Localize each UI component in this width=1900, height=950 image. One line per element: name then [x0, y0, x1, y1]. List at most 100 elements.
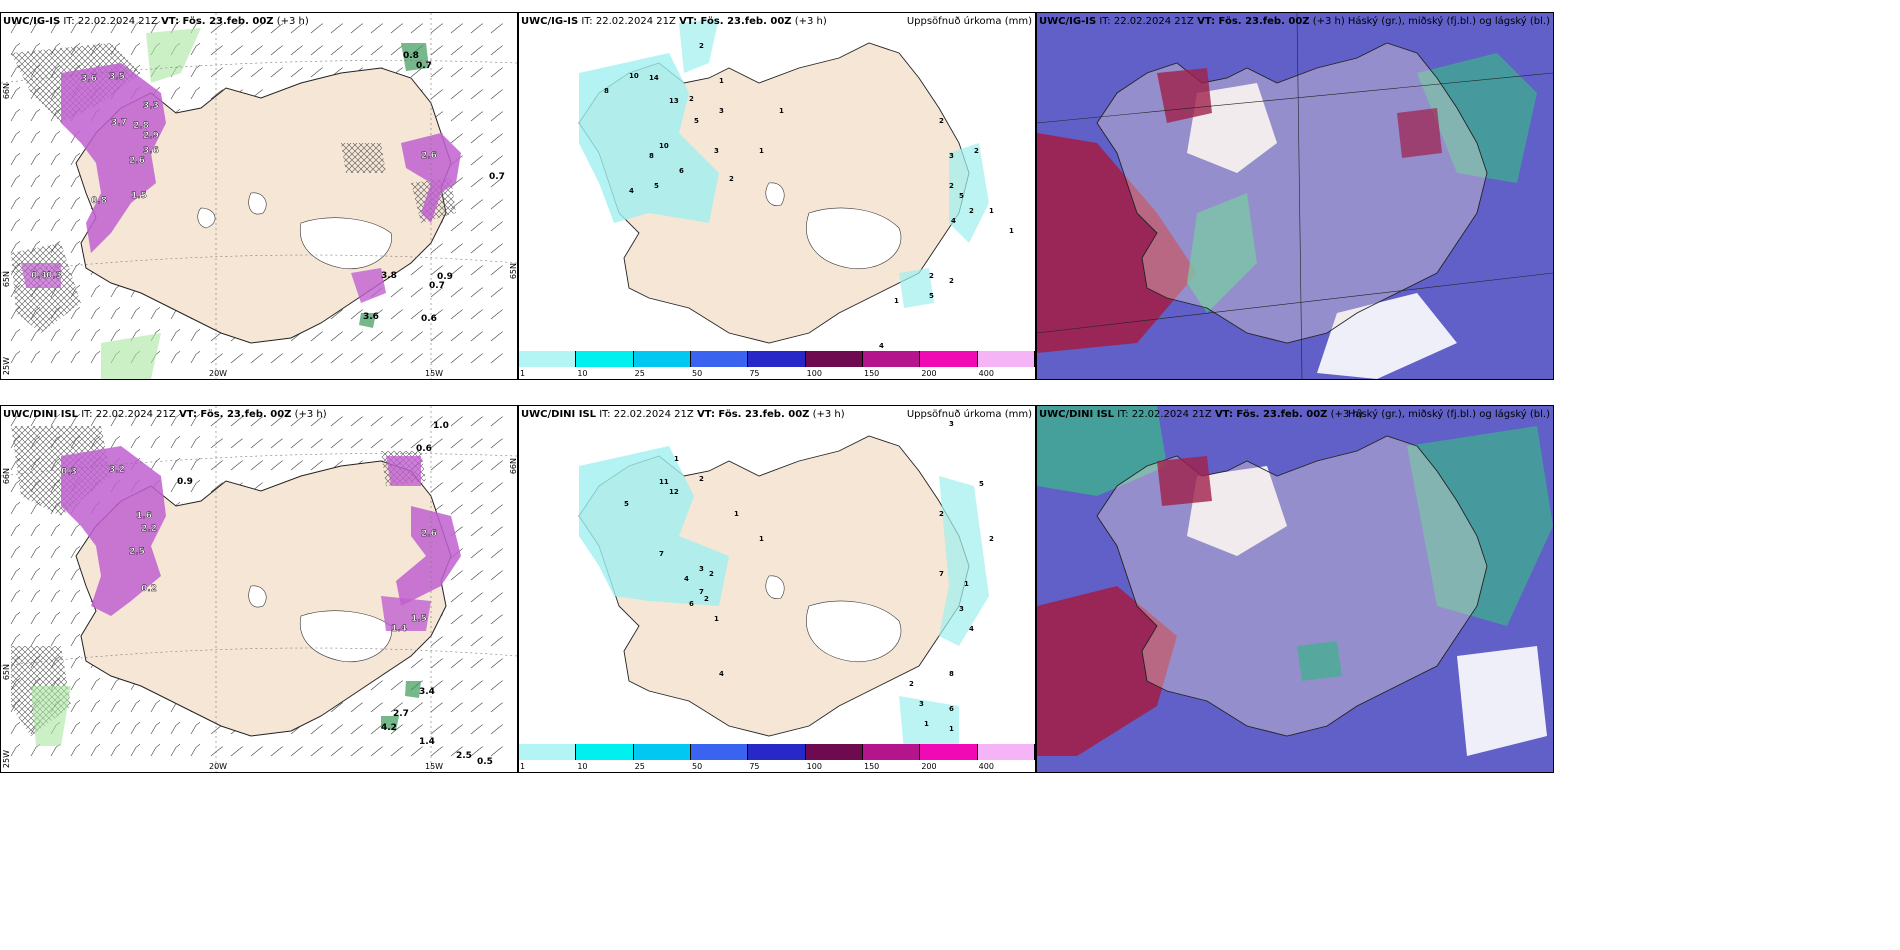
panel-subtitle: Uppsöfnuð úrkoma (mm): [906, 409, 1032, 420]
value-label: 2.2: [141, 524, 157, 534]
panel-title: UWC/IG-IS IT: 22.02.2024 21Z VT: Fös. 23…: [3, 16, 309, 27]
value-label: 3.8: [381, 271, 397, 281]
precip-value-label: 3: [719, 107, 724, 115]
colorbar-tick: 400: [978, 762, 994, 771]
panel-title: UWC/DINI ISL IT: 22.02.2024 21Z VT: Fös.…: [521, 409, 845, 420]
value-label: 2.6: [129, 156, 145, 166]
precip-value-label: 1: [924, 720, 929, 728]
value-label: 0.8: [91, 196, 107, 206]
colorbar-tick: 100: [806, 762, 822, 771]
precip-value-label: 5: [929, 292, 934, 300]
precip-value-label: 8: [949, 670, 954, 678]
colorbar-swatch: [633, 351, 691, 367]
wind-precip-map: 3.6 3.5 3.3 2.9 2.8 3.6 2.6 3.7 1.5 0.4 …: [1, 13, 517, 379]
colorbar-tick: 25: [634, 762, 645, 771]
precip-value-label: 8: [649, 152, 654, 160]
colorbar-tick: 150: [864, 762, 880, 771]
value-label: 0.3: [46, 271, 62, 281]
value-label: 0.2: [141, 584, 157, 594]
panel-title: UWC/IG-IS IT: 22.02.2024 21Z VT: Fös. 23…: [521, 16, 827, 27]
lon-label: 15W: [425, 762, 444, 771]
panel-top-right: UWC/IG-IS IT: 22.02.2024 21Z VT: Fös. 23…: [1036, 12, 1554, 380]
precip-value-label: 3: [699, 565, 704, 573]
panel-title: UWC/DINI ISL IT: 22.02.2024 21Z VT: Fös.…: [1039, 409, 1363, 420]
panel-bottom-right: UWC/DINI ISL IT: 22.02.2024 21Z VT: Fös.…: [1036, 405, 1554, 773]
colorbar-swatch: [805, 351, 863, 367]
lon-label: 20W: [209, 762, 228, 771]
value-label: 0.3: [61, 467, 77, 477]
precip-value-label: 6: [689, 600, 694, 608]
precip-colorbar: 1 10 25 50 75 100 150 200 400: [519, 351, 1035, 379]
precip-value-label: 5: [624, 500, 629, 508]
precip-value-label: 2: [949, 182, 954, 190]
precip-value-label: 3: [919, 700, 924, 708]
precip-value-label: 10: [659, 142, 669, 150]
lat-label: 66N: [509, 458, 518, 475]
panel-bottom-mid: UWC/DINI ISL IT: 22.02.2024 21Z VT: Fös.…: [518, 405, 1036, 773]
precip-value-label: 1: [719, 77, 724, 85]
value-label: 0.6: [421, 314, 437, 324]
precip-value-label: 2: [729, 175, 734, 183]
precip-value-label: 7: [659, 550, 664, 558]
precip-value-label: 1: [714, 615, 719, 623]
lat-label: 66N: [2, 83, 11, 100]
precip-value-label: 4: [629, 187, 634, 195]
precip-value-label: 3: [949, 152, 954, 160]
value-label: 2.6: [421, 529, 437, 539]
value-label: 2.5: [129, 547, 145, 557]
precip-value-label: 2: [689, 95, 694, 103]
colorbar-tick: 25: [634, 369, 645, 378]
value-label: 3.6: [363, 312, 379, 322]
colorbar-swatch: [633, 744, 691, 760]
precip-value-label: 2: [939, 117, 944, 125]
cloud-map: [1037, 13, 1553, 379]
precip-value-label: 2: [704, 595, 709, 603]
colorbar-swatch: [863, 351, 921, 367]
precip-colorbar: 1 10 25 50 75 100 150 200 400: [519, 744, 1035, 772]
precip-value-label: 4: [684, 575, 689, 583]
colorbar-tick: 1: [520, 369, 526, 378]
value-label: 3.6: [143, 146, 159, 156]
colorbar-swatch: [576, 744, 634, 760]
precip-value-label: 13: [669, 97, 679, 105]
value-label: 1.4: [419, 737, 435, 747]
value-label: 3.7: [111, 118, 127, 128]
cloud-map: [1037, 406, 1553, 772]
colorbar-swatch: [691, 744, 749, 760]
wind-precip-map: 0.3 3.2 2.2 2.5 1.6 0.2 2.6 1.5 1.4 1.0 …: [1, 406, 517, 772]
lat-label: 65N: [2, 271, 11, 288]
precip-value-label: 1: [989, 207, 994, 215]
precip-value-label: 1: [759, 535, 764, 543]
panel-top-mid: UWC/IG-IS IT: 22.02.2024 21Z VT: Fös. 23…: [518, 12, 1036, 380]
colorbar-swatch: [920, 351, 978, 367]
colorbar-tick: 10: [577, 762, 588, 771]
value-label: 0.4: [31, 271, 47, 281]
panel-bottom-left: UWC/DINI ISL IT: 22.02.2024 21Z VT: Fös.…: [0, 405, 518, 773]
value-label: 3.6: [81, 74, 97, 84]
colorbar-swatch: [519, 351, 577, 367]
value-label: 0.9: [437, 272, 453, 282]
precip-value-label: 7: [699, 588, 704, 596]
colorbar-swatch: [748, 744, 806, 760]
panel-top-left: UWC/IG-IS IT: 22.02.2024 21Z VT: Fös. 23…: [0, 12, 518, 380]
precip-value-label: 1: [779, 107, 784, 115]
colorbar-tick: 10: [577, 369, 588, 378]
value-label: 1.5: [411, 614, 427, 624]
precip-value-label: 11: [659, 478, 669, 486]
colorbar-tick: 50: [692, 762, 703, 771]
precip-value-label: 6: [679, 167, 684, 175]
colorbar-tick: 100: [806, 369, 822, 378]
precip-value-label: 5: [979, 480, 984, 488]
precip-value-label: 7: [939, 570, 944, 578]
precip-value-label: 2: [939, 510, 944, 518]
panel-subtitle: Háský (gr.), miðský (fj.bl.) og lágský (…: [1347, 409, 1550, 420]
colorbar-tick: 150: [864, 369, 880, 378]
colorbar-tick: 200: [921, 369, 937, 378]
precip-value-label: 1: [734, 510, 739, 518]
colorbar-tick: 75: [749, 762, 760, 771]
value-label: 2.5: [456, 751, 472, 761]
precip-value-label: 2: [699, 42, 704, 50]
lon-label: 15W: [425, 369, 444, 378]
value-label: 3.5: [109, 72, 125, 82]
